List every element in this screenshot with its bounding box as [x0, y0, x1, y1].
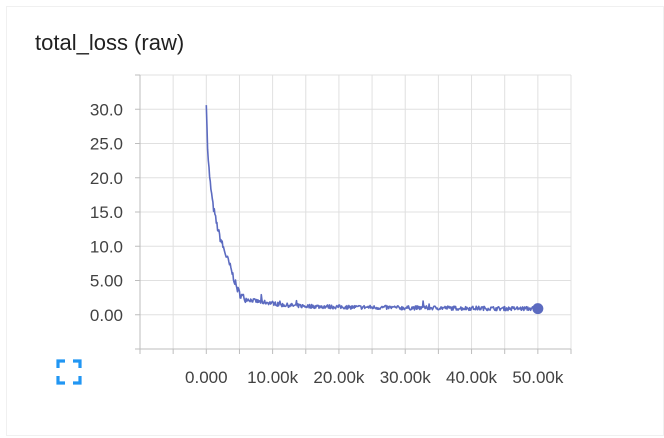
y-tick-label: 15.0: [90, 203, 123, 222]
axes: [135, 74, 572, 354]
y-tick-label: 25.0: [90, 135, 123, 154]
x-tick-label: 10.00k: [247, 368, 299, 387]
y-tick-label: 5.00: [90, 272, 123, 291]
fullscreen-icon: [56, 359, 82, 385]
y-tick-label: 30.0: [90, 100, 123, 119]
y-tick-label: 0.00: [90, 306, 123, 325]
x-tick-label: 30.00k: [380, 368, 432, 387]
y-tick-label: 20.0: [90, 169, 123, 188]
series-layer: [205, 105, 544, 315]
fullscreen-button[interactable]: [56, 359, 82, 385]
x-tick-label: 40.00k: [446, 368, 498, 387]
x-tick-label: 0.000: [185, 368, 228, 387]
loss-series-line: [205, 105, 539, 312]
x-tick-label: 50.00k: [512, 368, 564, 387]
tick-labels: 0.000 10.00k 20.00k 30.00k 40.00k 50.00k 0.00 5…: [90, 100, 564, 387]
x-tick-label: 20.00k: [313, 368, 365, 387]
y-tick-label: 10.0: [90, 237, 123, 256]
last-point-marker: [532, 303, 544, 315]
chart-title: total_loss (raw): [35, 30, 185, 55]
